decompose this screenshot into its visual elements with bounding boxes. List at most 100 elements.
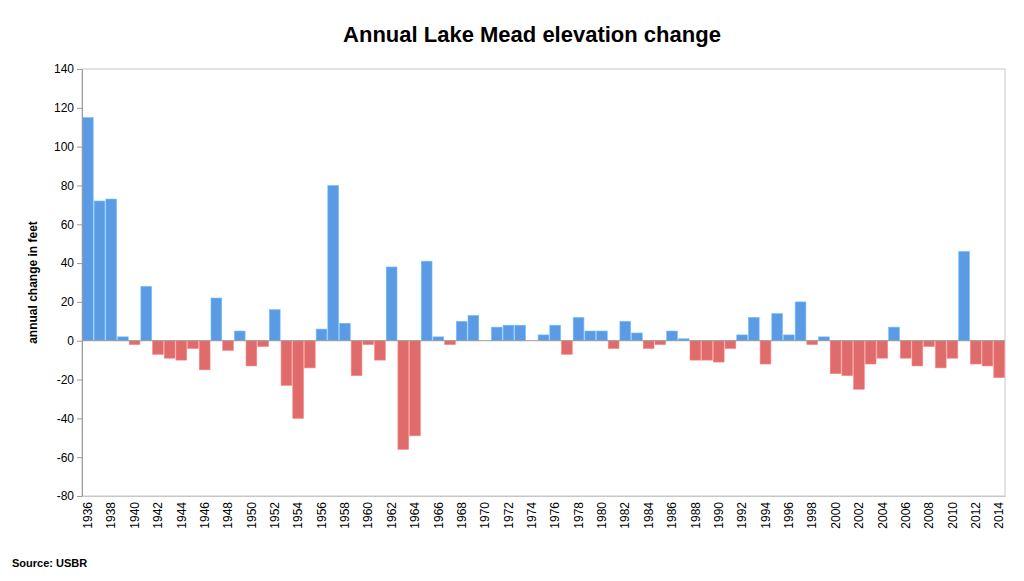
bar [760, 341, 771, 364]
bar [772, 314, 783, 341]
bar [515, 325, 526, 341]
x-tick: 1990 [712, 496, 726, 529]
x-tick-label: 1936 [81, 502, 95, 529]
y-tick-label: 60 [61, 218, 75, 232]
x-tick: 1970 [478, 496, 492, 529]
x-tick-label: 1966 [432, 502, 446, 529]
x-tick: 1974 [525, 496, 539, 529]
y-tick-label: 100 [54, 140, 74, 154]
bar [573, 317, 584, 340]
x-tick-label: 2012 [969, 502, 983, 529]
y-tick-mark [77, 224, 82, 225]
bar [865, 341, 876, 364]
bar [667, 331, 678, 341]
bar [246, 341, 257, 366]
y-tick-label: -40 [57, 412, 75, 426]
y-tick-label: 140 [54, 62, 74, 76]
bar [900, 341, 911, 358]
bar [608, 341, 619, 349]
y-tick: 0 [67, 334, 82, 348]
bar [234, 331, 245, 341]
x-tick-label: 1986 [665, 502, 679, 529]
bar [713, 341, 724, 362]
y-tick: 120 [54, 101, 82, 115]
bar [421, 261, 432, 341]
x-tick-label: 1988 [689, 502, 703, 529]
bar [783, 335, 794, 341]
bar [690, 341, 701, 360]
bar [970, 341, 981, 364]
y-tick-mark [77, 418, 82, 419]
bar [655, 341, 666, 345]
x-tick-label: 1970 [478, 502, 492, 529]
x-tick-label: 1948 [221, 502, 235, 529]
y-tick-mark [77, 341, 82, 342]
bar [188, 341, 199, 349]
y-tick-label: -60 [57, 451, 75, 465]
x-tick-label: 1952 [268, 502, 282, 529]
x-tick: 2008 [922, 496, 936, 529]
y-axis: -80 -60 -40 -20 0 20 40 60 80 100 120 140 [54, 62, 83, 503]
x-tick-label: 1950 [245, 502, 259, 529]
bar [211, 298, 222, 341]
y-tick-label: -80 [57, 489, 75, 503]
y-tick: 140 [54, 62, 82, 76]
bar [959, 251, 970, 340]
bar [199, 341, 210, 370]
y-tick-label: -20 [57, 373, 75, 387]
bar [269, 310, 280, 341]
x-tick-label: 1938 [104, 502, 118, 529]
bar [468, 315, 479, 340]
x-tick: 1972 [502, 496, 516, 529]
bars [82, 118, 1004, 450]
x-tick: 2006 [899, 496, 913, 529]
bar [947, 341, 958, 358]
bar [807, 341, 818, 345]
x-tick: 2012 [969, 496, 983, 529]
bar [316, 329, 327, 341]
bar [153, 341, 164, 355]
x-tick-label: 1992 [735, 502, 749, 529]
y-tick-mark [77, 108, 82, 109]
x-tick: 1936 [81, 496, 95, 529]
bar [643, 341, 654, 349]
y-tick: 80 [61, 179, 82, 193]
bar [842, 341, 853, 376]
x-tick: 1982 [618, 496, 632, 529]
y-tick-mark [77, 69, 82, 70]
x-tick-label: 2004 [876, 502, 890, 529]
x-tick: 1986 [665, 496, 679, 529]
x-tick-label: 2002 [852, 502, 866, 529]
x-tick-label: 1996 [782, 502, 796, 529]
bar [456, 321, 467, 340]
y-tick-label: 120 [54, 101, 74, 115]
bar [854, 341, 865, 390]
x-tick-label: 1990 [712, 502, 726, 529]
x-tick-label: 1968 [455, 502, 469, 529]
x-tick-label: 1980 [595, 502, 609, 529]
y-tick: 20 [61, 295, 82, 309]
x-tick: 1996 [782, 496, 796, 529]
y-tick-label: 40 [61, 256, 75, 270]
x-tick: 1958 [338, 496, 352, 529]
bar [118, 337, 129, 341]
y-axis-title: annual change in feet [26, 221, 40, 344]
x-tick-label: 1958 [338, 502, 352, 529]
y-tick: -80 [57, 489, 82, 503]
x-tick: 1948 [221, 496, 235, 529]
bar [585, 331, 596, 341]
bar [129, 341, 140, 345]
y-tick-mark [77, 302, 82, 303]
x-tick-label: 2010 [946, 502, 960, 529]
x-axis: 1936193819401942194419461948195019521954… [81, 496, 1006, 529]
source-note: Source: USBR [12, 557, 87, 569]
x-tick: 1992 [735, 496, 749, 529]
x-tick: 1946 [198, 496, 212, 529]
x-tick-label: 2000 [829, 502, 843, 529]
bar [702, 341, 713, 360]
x-tick-label: 1962 [385, 502, 399, 529]
x-tick: 1964 [408, 496, 422, 529]
bar [223, 341, 234, 351]
x-tick-label: 1994 [759, 502, 773, 529]
x-tick: 2000 [829, 496, 843, 529]
